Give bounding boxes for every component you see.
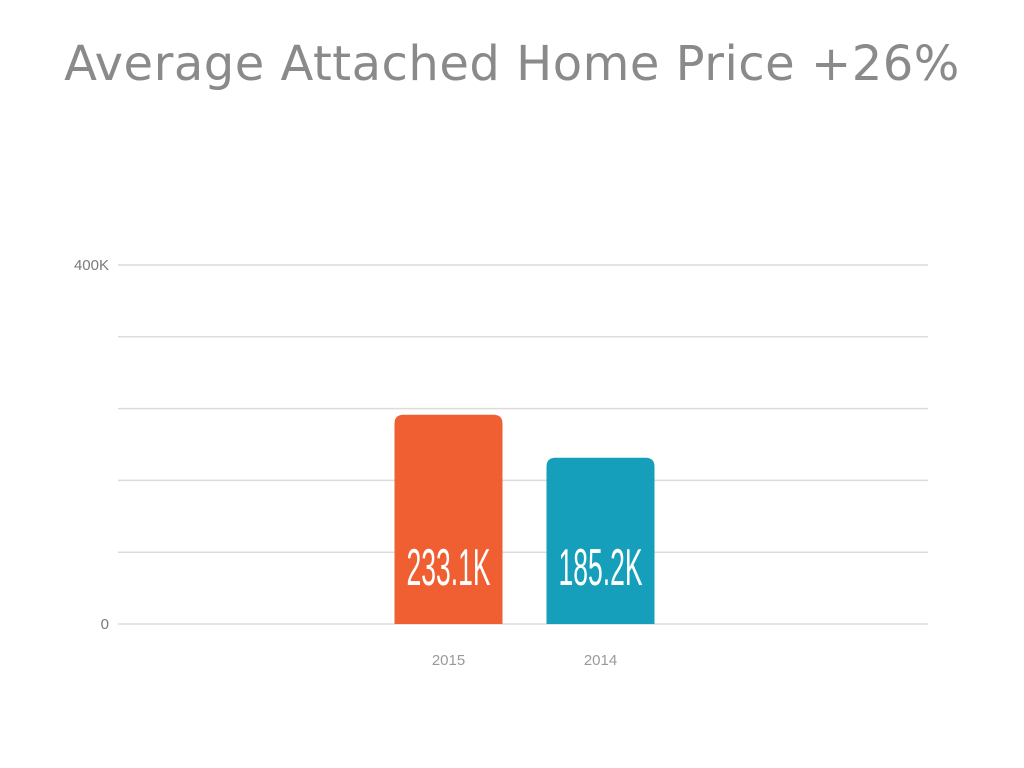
chart-title: Average Attached Home Price +26% [64, 36, 960, 92]
x-axis-tick-labels: 2015 2014 [432, 652, 617, 669]
y-axis-tick-labels: 0 400K [74, 257, 109, 633]
y-tick-label: 0 [101, 616, 109, 633]
bar-2014 [546, 457, 655, 624]
y-tick-label: 400K [74, 257, 109, 274]
bars [394, 414, 655, 624]
gridlines [118, 264, 928, 625]
bar-value-label: 233.1K [407, 539, 491, 597]
data-labels: 233.1K 185.2K [407, 539, 643, 597]
bar-value-label: 185.2K [559, 539, 643, 597]
x-tick-label: 2015 [432, 652, 465, 669]
bar-2015 [394, 414, 503, 624]
x-tick-label: 2014 [584, 652, 617, 669]
